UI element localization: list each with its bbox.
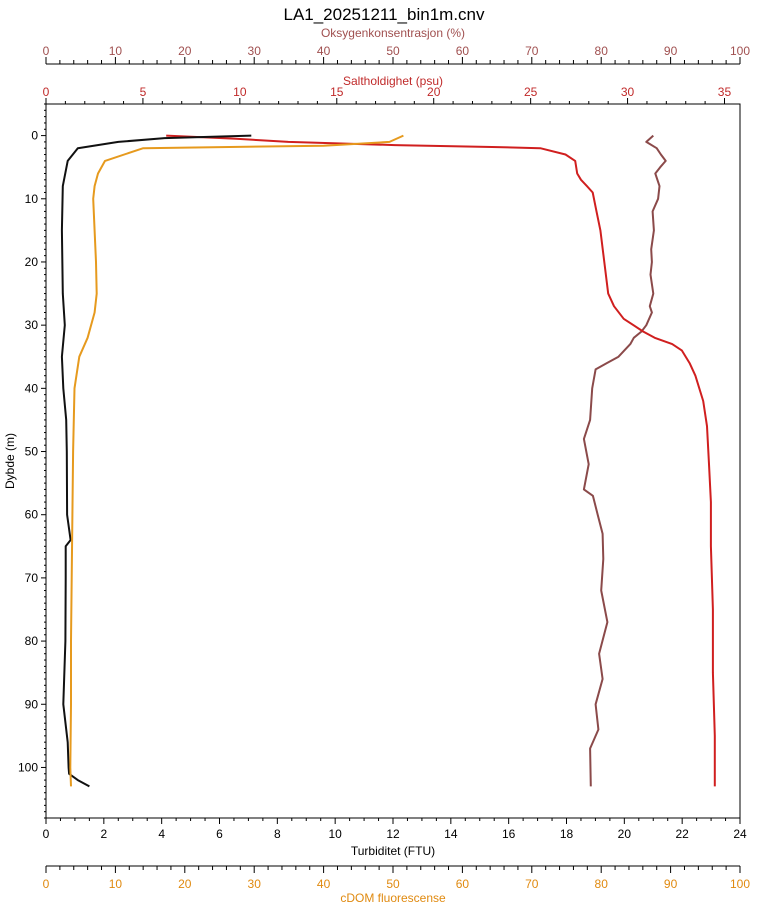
cdom-tick-label: 0 xyxy=(43,877,50,891)
oxygen-tick-label: 40 xyxy=(317,44,331,58)
cdom-tick-label: 70 xyxy=(525,877,539,891)
turbidity-tick-label: 2 xyxy=(100,827,107,841)
oxygen-tick-label: 80 xyxy=(595,44,609,58)
chart-title: LA1_20251211_bin1m.cnv xyxy=(283,5,485,24)
y-tick-label: 40 xyxy=(25,381,39,395)
oxygen-tick-label: 30 xyxy=(248,44,262,58)
turbidity-tick-label: 22 xyxy=(675,827,689,841)
oxygen-tick-label: 50 xyxy=(386,44,400,58)
turbidity-tick-label: 16 xyxy=(502,827,516,841)
cdom-tick-label: 90 xyxy=(664,877,678,891)
turbidity-tick-label: 8 xyxy=(274,827,281,841)
cdom-tick-label: 60 xyxy=(456,877,470,891)
oxygen-tick-label: 90 xyxy=(664,44,678,58)
salinity-tick-label: 0 xyxy=(43,85,50,99)
oxygen-series-line xyxy=(582,134,667,787)
cdom-tick-label: 20 xyxy=(178,877,192,891)
y-tick-label: 20 xyxy=(25,255,39,269)
cdom-tick-label: 100 xyxy=(730,877,750,891)
turbidity-tick-label: 0 xyxy=(43,827,50,841)
cdom-tick-label: 50 xyxy=(386,877,400,891)
cdom-tick-label: 30 xyxy=(248,877,262,891)
salinity-series-line xyxy=(166,134,716,787)
oxygen-tick-label: 0 xyxy=(43,44,50,58)
y-tick-label: 30 xyxy=(25,318,39,332)
turbidity-tick-label: 6 xyxy=(216,827,223,841)
turbidity-series-line xyxy=(60,134,252,788)
turbidity-tick-label: 4 xyxy=(158,827,165,841)
turbidity-tick-label: 14 xyxy=(444,827,458,841)
oxygen-tick-label: 10 xyxy=(109,44,123,58)
series-layer xyxy=(60,134,716,788)
salinity-tick-label: 15 xyxy=(330,85,344,99)
y-tick-label: 100 xyxy=(18,760,38,774)
salinity-tick-label: 20 xyxy=(427,85,441,99)
oxygen-tick-label: 70 xyxy=(525,44,539,58)
turbidity-tick-label: 24 xyxy=(733,827,747,841)
y-tick-label: 10 xyxy=(25,192,39,206)
salinity-tick-label: 25 xyxy=(524,85,538,99)
turbidity-tick-label: 12 xyxy=(386,827,400,841)
y-tick-label: 80 xyxy=(25,634,39,648)
turbidity-tick-label: 18 xyxy=(560,827,574,841)
y-axis-title: Dybde (m) xyxy=(3,433,17,489)
oxygen-tick-label: 20 xyxy=(178,44,192,58)
turbidity-tick-label: 20 xyxy=(618,827,632,841)
y-tick-label: 70 xyxy=(25,571,39,585)
y-tick-label: 50 xyxy=(25,445,39,459)
oxygen-tick-label: 100 xyxy=(730,44,750,58)
cdom-axis-title: cDOM fluorescense xyxy=(340,891,446,905)
cdom-tick-label: 40 xyxy=(317,877,331,891)
salinity-tick-label: 5 xyxy=(140,85,147,99)
salinity-tick-label: 35 xyxy=(718,85,732,99)
salinity-axis-title: Saltholdighet (psu) xyxy=(343,74,443,88)
plot-frame xyxy=(45,103,741,819)
y-tick-label: 0 xyxy=(31,129,38,143)
cdom-tick-label: 80 xyxy=(595,877,609,891)
cdom-series-line xyxy=(69,134,404,787)
y-tick-label: 60 xyxy=(25,508,39,522)
cdom-tick-label: 10 xyxy=(109,877,123,891)
salinity-tick-label: 30 xyxy=(621,85,635,99)
salinity-tick-label: 10 xyxy=(233,85,247,99)
oxygen-tick-label: 60 xyxy=(456,44,470,58)
turbidity-axis-title: Turbiditet (FTU) xyxy=(351,844,435,858)
oxygen-axis-title: Oksygenkonsentrasjon (%) xyxy=(321,26,465,40)
y-tick-label: 90 xyxy=(25,697,39,711)
turbidity-tick-label: 10 xyxy=(328,827,342,841)
